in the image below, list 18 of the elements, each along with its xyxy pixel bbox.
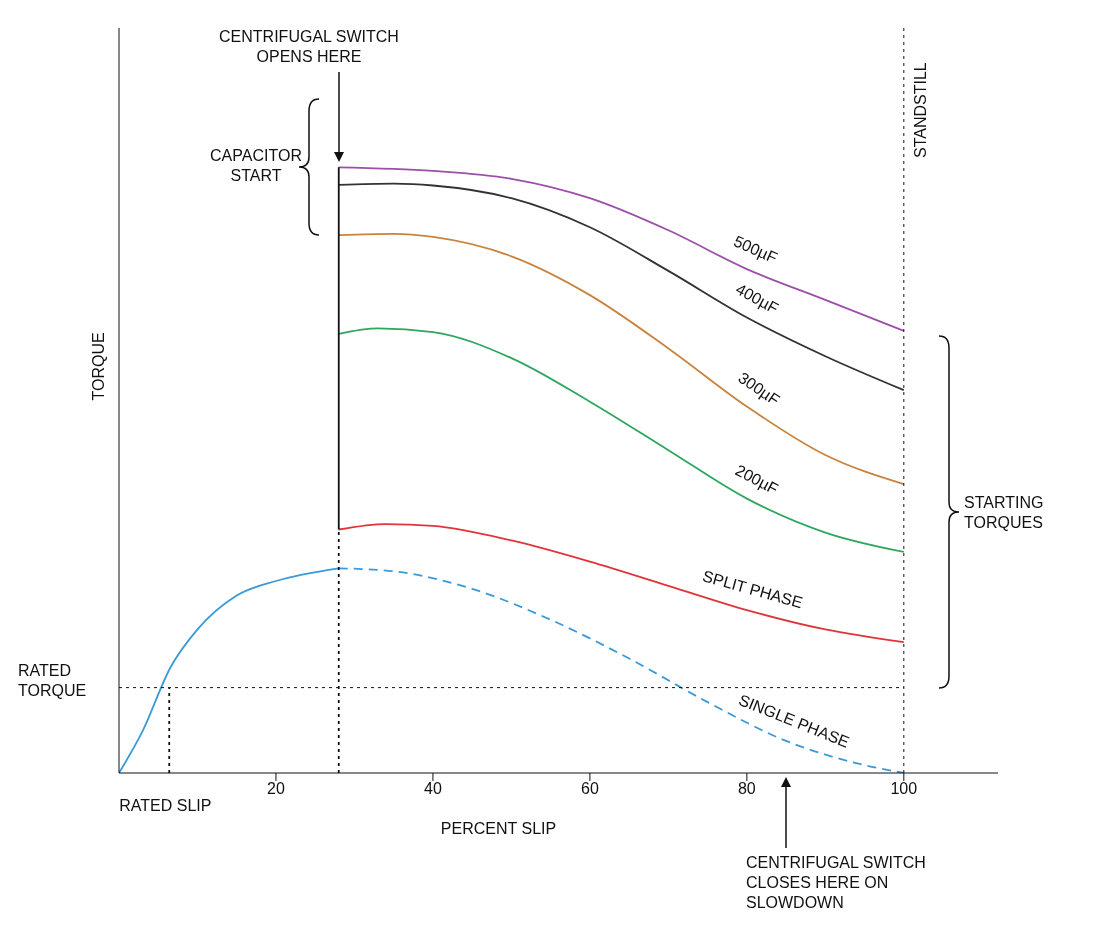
text: SPLIT PHASE: [700, 567, 805, 612]
x-tick-label: 60: [580, 780, 599, 798]
ref-line-label: STANDSTILL: [911, 62, 929, 158]
y-axis-title: TORQUE: [89, 332, 107, 401]
text: CENTRIFUGAL SWITCH OPENS HERE: [219, 28, 399, 65]
x-tick-label: 20: [267, 780, 285, 798]
x-tick-label: 80: [737, 780, 756, 798]
x-axis-title: PERCENT SLIP: [440, 820, 557, 838]
text: 200µF: [732, 461, 782, 498]
text: CENTRIFUGAL SWITCH CLOSES HERE ON SLOWDOWN: [746, 854, 926, 911]
ref-line-label: RATED TORQUE: [18, 661, 87, 699]
annotation: CAPACITOR START: [210, 147, 302, 184]
x-tick-label: 40: [424, 780, 442, 798]
text: 500µF: [731, 232, 781, 267]
x-tick-label: 100: [890, 780, 918, 798]
text: 400µF: [733, 280, 782, 318]
annotation: STARTING TORQUES: [964, 494, 1044, 531]
annotation: RATED SLIP: [119, 797, 212, 814]
